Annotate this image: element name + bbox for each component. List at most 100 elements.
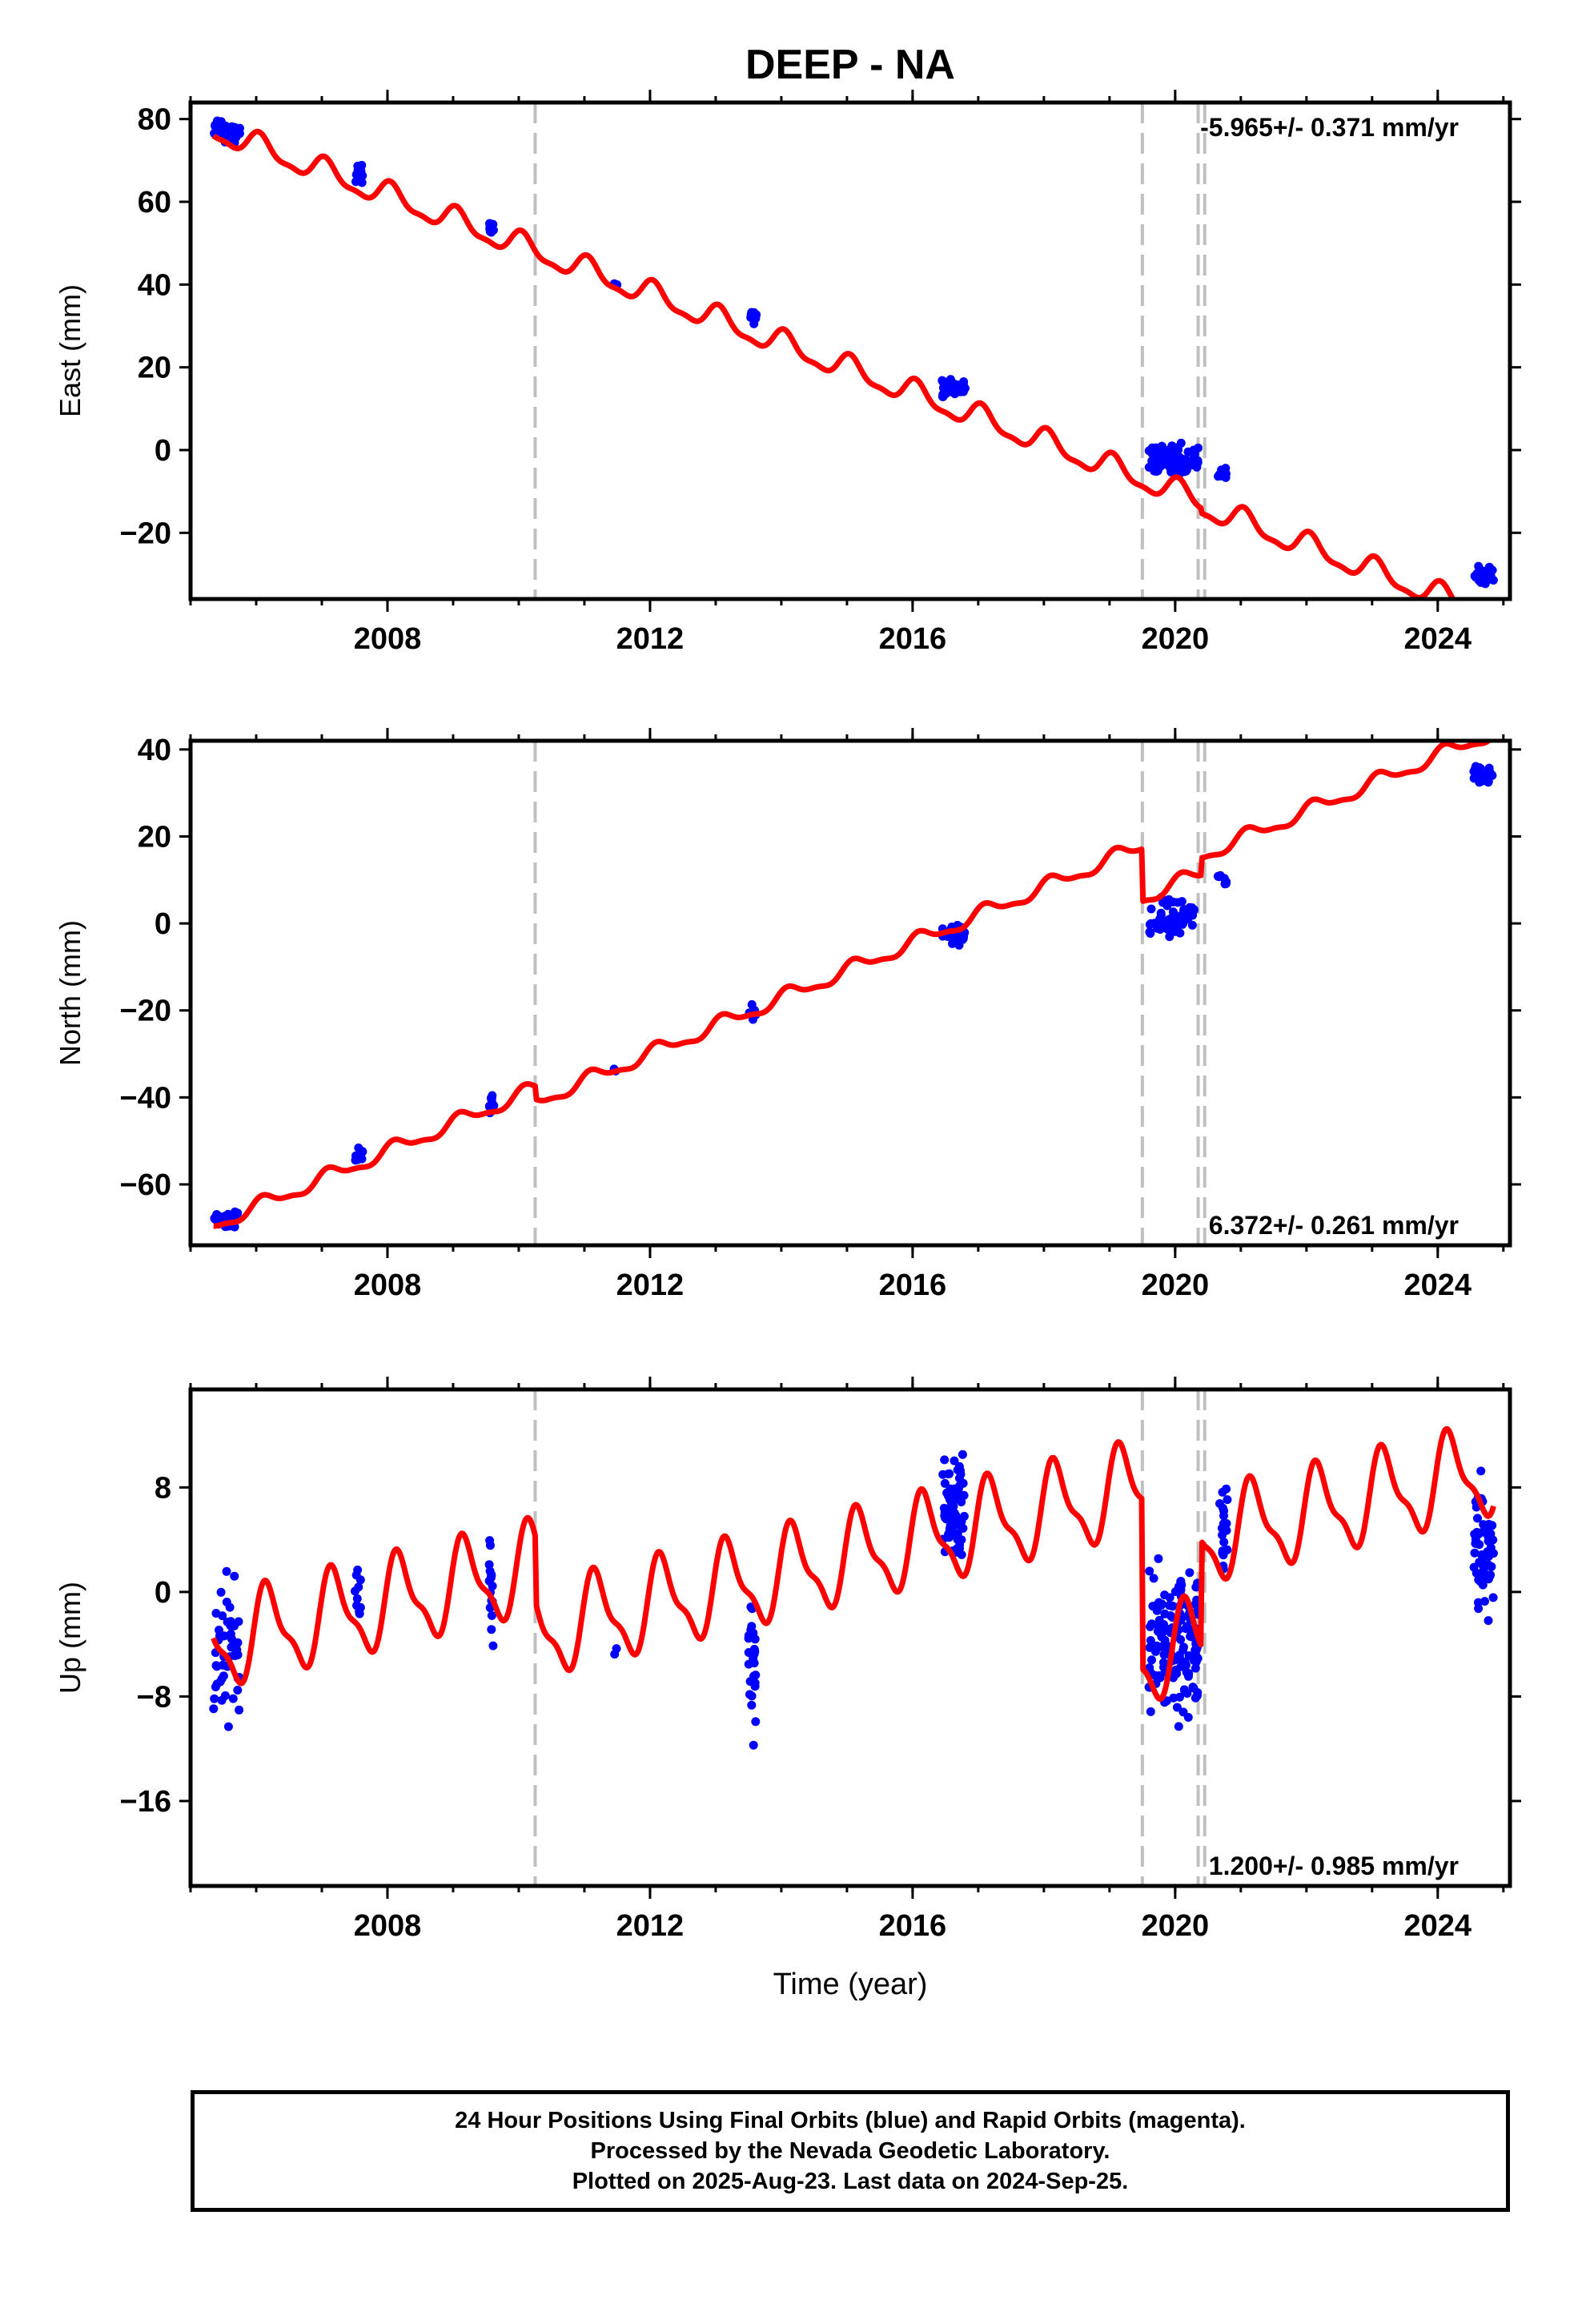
y-axis-label: East (mm) bbox=[54, 284, 86, 417]
data-point bbox=[217, 1695, 227, 1705]
up-panel: 2008 2012 2016 2020 2024 −16 −8 0 8 Up (mm) 1.200+… bbox=[54, 1377, 1521, 1943]
data-point bbox=[1155, 1673, 1165, 1683]
data-point bbox=[235, 1705, 244, 1715]
data-point bbox=[747, 1700, 757, 1710]
data-point bbox=[351, 1586, 359, 1596]
y-tick-label: 60 bbox=[138, 186, 171, 219]
data-point bbox=[1193, 1688, 1203, 1697]
x-tick-label: 2008 bbox=[354, 1269, 422, 1302]
data-point bbox=[749, 319, 759, 328]
data-point bbox=[215, 1677, 225, 1687]
plot-area bbox=[210, 741, 1497, 1245]
data-point bbox=[1179, 904, 1189, 914]
data-point bbox=[352, 1594, 362, 1603]
data-point bbox=[1158, 448, 1167, 458]
data-point bbox=[1183, 1713, 1193, 1722]
y-tick-label: 8 bbox=[155, 1471, 171, 1505]
data-point bbox=[1215, 872, 1224, 882]
y-tick-label: 0 bbox=[155, 434, 171, 468]
data-point bbox=[1217, 471, 1227, 480]
data-point bbox=[1165, 1593, 1174, 1602]
data-point bbox=[953, 1466, 962, 1474]
data-point bbox=[355, 167, 364, 176]
y-tick-label: −60 bbox=[120, 1168, 171, 1202]
rate-annotation: 1.200+/- 0.985 mm/yr bbox=[1209, 1852, 1459, 1880]
data-point bbox=[228, 124, 238, 134]
data-point bbox=[1192, 462, 1202, 472]
data-point bbox=[1179, 915, 1189, 924]
data-point bbox=[958, 1523, 968, 1533]
data-point bbox=[1180, 1658, 1190, 1667]
x-tick-label: 2008 bbox=[354, 622, 422, 656]
data-point bbox=[959, 932, 969, 942]
data-point bbox=[486, 1573, 496, 1582]
caption-box: 24 Hour Positions Using Final Orbits (bl… bbox=[191, 2090, 1510, 2212]
data-point bbox=[752, 310, 761, 320]
x-tick-label: 2020 bbox=[1142, 1269, 1210, 1302]
data-point bbox=[225, 1602, 235, 1612]
data-point bbox=[1158, 898, 1167, 907]
data-point bbox=[487, 1625, 496, 1634]
model-curve bbox=[211, 741, 1493, 1229]
data-point bbox=[1476, 1466, 1486, 1476]
data-point bbox=[1145, 1663, 1154, 1672]
data-point bbox=[1149, 1574, 1158, 1583]
data-point bbox=[353, 1155, 363, 1164]
data-point bbox=[1219, 1538, 1229, 1547]
data-point bbox=[1191, 1657, 1201, 1667]
data-point bbox=[1477, 567, 1487, 577]
data-point bbox=[1169, 1673, 1178, 1683]
data-point bbox=[1169, 897, 1178, 907]
data-point bbox=[1475, 763, 1484, 772]
data-point bbox=[947, 1502, 957, 1511]
data-point bbox=[1146, 929, 1155, 938]
caption-line: Processed by the Nevada Geodetic Laborat… bbox=[590, 2138, 1110, 2164]
data-point bbox=[1144, 446, 1154, 456]
model-curve bbox=[211, 128, 1456, 599]
data-point bbox=[220, 1212, 230, 1221]
x-tick-label: 2012 bbox=[616, 1269, 685, 1302]
data-point bbox=[357, 178, 367, 187]
x-tick-label: 2008 bbox=[354, 1909, 422, 1943]
x-axis-label: Time (year) bbox=[773, 1968, 928, 2001]
data-point bbox=[1480, 1570, 1489, 1580]
data-point bbox=[1222, 1484, 1231, 1494]
data-point bbox=[1470, 1548, 1480, 1558]
data-point bbox=[1221, 879, 1231, 888]
data-point bbox=[1182, 1667, 1191, 1677]
data-point bbox=[211, 1661, 221, 1671]
data-point bbox=[1174, 1651, 1184, 1660]
data-point bbox=[1154, 1598, 1164, 1607]
rate-annotation: 6.372+/- 0.261 mm/yr bbox=[1209, 1211, 1459, 1240]
east-panel: 2008 2012 2016 2020 2024 −20 0 20 40 60 80 East (mm… bbox=[54, 90, 1521, 656]
data-point bbox=[1187, 920, 1197, 930]
data-point bbox=[1480, 579, 1490, 589]
data-point bbox=[1482, 769, 1492, 778]
data-point bbox=[223, 1722, 233, 1731]
data-point bbox=[1191, 1649, 1200, 1659]
data-point bbox=[949, 1529, 958, 1538]
data-point bbox=[941, 384, 950, 394]
data-point bbox=[1159, 1663, 1168, 1672]
data-point bbox=[1176, 1634, 1186, 1644]
data-point bbox=[1167, 1602, 1177, 1611]
data-point bbox=[1194, 443, 1203, 452]
data-point bbox=[233, 1686, 243, 1695]
data-point bbox=[1165, 932, 1174, 942]
data-point bbox=[209, 1704, 219, 1714]
y-axis-label: Up (mm) bbox=[54, 1582, 86, 1694]
y-axis-label: North (mm) bbox=[54, 920, 86, 1066]
data-point bbox=[488, 1100, 497, 1109]
data-point bbox=[485, 224, 495, 234]
data-point bbox=[234, 1617, 243, 1626]
caption-line: 24 Hour Positions Using Final Orbits (bl… bbox=[455, 2108, 1246, 2133]
data-point bbox=[353, 1565, 363, 1574]
model-curve bbox=[211, 1425, 1496, 1703]
data-point bbox=[1172, 1703, 1182, 1712]
x-tick-label: 2016 bbox=[879, 1909, 947, 1943]
data-point bbox=[744, 1630, 753, 1640]
data-point bbox=[747, 1691, 757, 1701]
data-point bbox=[1175, 1692, 1184, 1702]
plot-area bbox=[210, 103, 1498, 599]
data-point bbox=[1176, 1585, 1186, 1594]
